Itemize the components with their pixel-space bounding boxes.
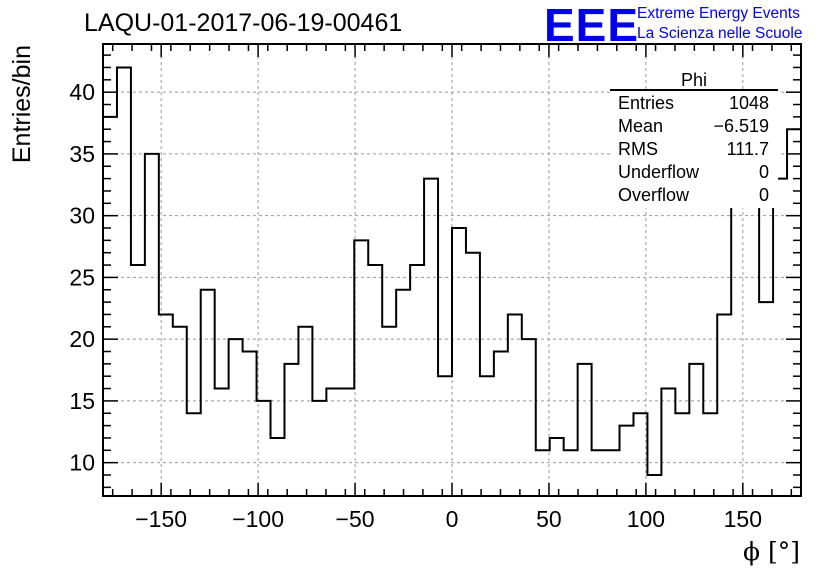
x-tick-label: −150 xyxy=(135,506,187,532)
histogram-bin xyxy=(550,438,564,496)
stats-value-entries: 1048 xyxy=(729,93,769,113)
histogram-bin xyxy=(438,376,452,496)
histogram-bin xyxy=(647,475,661,496)
y-tick-label: 40 xyxy=(69,79,95,105)
histogram-bin xyxy=(410,265,424,496)
histogram-bin xyxy=(578,364,592,496)
histogram-bin xyxy=(620,426,634,496)
histogram-bin xyxy=(103,117,117,496)
histogram-bin xyxy=(773,179,787,496)
histogram-bin xyxy=(675,413,689,496)
histogram-bin xyxy=(787,129,801,496)
axis-ticks xyxy=(103,44,801,496)
histogram-bin xyxy=(229,339,243,496)
logo-line-2: La Scienza nelle Scuole xyxy=(637,25,803,42)
histogram-bin xyxy=(564,450,578,496)
histogram-bin xyxy=(326,389,340,496)
histogram-bin xyxy=(717,314,731,496)
histogram-bin xyxy=(466,253,480,496)
y-tick-label: 15 xyxy=(69,388,95,414)
histogram-bin xyxy=(117,67,131,496)
stats-label-overflow: Overflow xyxy=(618,185,690,205)
y-tick-labels: 10 15 20 25 30 35 40 xyxy=(69,79,95,475)
histogram-bin xyxy=(298,327,312,496)
histogram-line xyxy=(103,66,801,477)
x-tick-label: 150 xyxy=(724,506,762,532)
histogram-bin xyxy=(145,154,159,496)
histogram-bin xyxy=(536,450,550,496)
y-axis-label: Entries/bin xyxy=(8,45,36,163)
histogram-bin xyxy=(271,438,285,496)
histogram-bin xyxy=(354,240,368,496)
histogram-bin xyxy=(201,290,215,496)
eee-logo: EEE Extreme Energy Events La Scienza nel… xyxy=(544,0,834,51)
histogram-bin xyxy=(661,389,675,496)
histogram-bin xyxy=(745,203,759,496)
stats-label-underflow: Underflow xyxy=(618,162,700,182)
stats-value-overflow: 0 xyxy=(759,185,769,205)
histogram-bin xyxy=(592,450,606,496)
histogram-bin xyxy=(452,228,466,496)
logo-line-1: Extreme Energy Events xyxy=(637,5,800,22)
stats-name: Phi xyxy=(681,70,707,90)
histogram-bin xyxy=(689,364,703,496)
histogram-bin xyxy=(368,265,382,496)
x-tick-label: −100 xyxy=(232,506,284,532)
x-tick-labels: −150 −100 −50 0 50 100 150 xyxy=(135,506,762,532)
histogram-bin xyxy=(480,376,494,496)
histogram-bin xyxy=(494,352,508,496)
histogram-bin xyxy=(382,327,396,496)
page-title: LAQU-01-2017-06-19-00461 xyxy=(84,9,403,37)
histogram-bin xyxy=(340,389,354,496)
x-tick-label: −50 xyxy=(336,506,375,532)
histogram-bin xyxy=(703,413,717,496)
histogram-bin xyxy=(508,314,522,496)
histogram-bin xyxy=(312,401,326,496)
stats-label-rms: RMS xyxy=(618,139,658,159)
stats-value-mean: −6.519 xyxy=(713,116,769,136)
x-tick-label: 50 xyxy=(536,506,562,532)
x-tick-label: 100 xyxy=(627,506,665,532)
stats-box-bg xyxy=(610,90,778,208)
histogram-bin xyxy=(243,352,257,496)
histogram-bin xyxy=(215,389,229,496)
histogram-bin xyxy=(522,339,536,496)
x-tick-label: 0 xyxy=(446,506,459,532)
stats-label-entries: Entries xyxy=(618,93,674,113)
x-axis-label: ϕ [°] xyxy=(743,537,800,566)
stats-value-underflow: 0 xyxy=(759,162,769,182)
y-tick-label: 35 xyxy=(69,141,95,167)
histogram-bin xyxy=(396,290,410,496)
logo-mark: EEE xyxy=(544,0,640,51)
y-tick-label: 30 xyxy=(69,203,95,229)
y-tick-label: 20 xyxy=(69,326,95,352)
y-tick-label: 25 xyxy=(69,264,95,290)
histogram-bin xyxy=(131,265,145,496)
histogram-bin xyxy=(187,413,201,496)
stats-value-rms: 111.7 xyxy=(727,139,769,159)
histogram-bin xyxy=(759,302,773,496)
stats-label-mean: Mean xyxy=(618,116,663,136)
histogram-bin xyxy=(173,327,187,496)
stats-box: Phi Entries 1048 Mean −6.519 RMS 111.7 U… xyxy=(610,70,778,208)
y-tick-label: 10 xyxy=(69,450,95,476)
histogram-bin xyxy=(424,179,438,496)
histogram-bin xyxy=(257,401,271,496)
histogram-bin xyxy=(284,364,298,496)
